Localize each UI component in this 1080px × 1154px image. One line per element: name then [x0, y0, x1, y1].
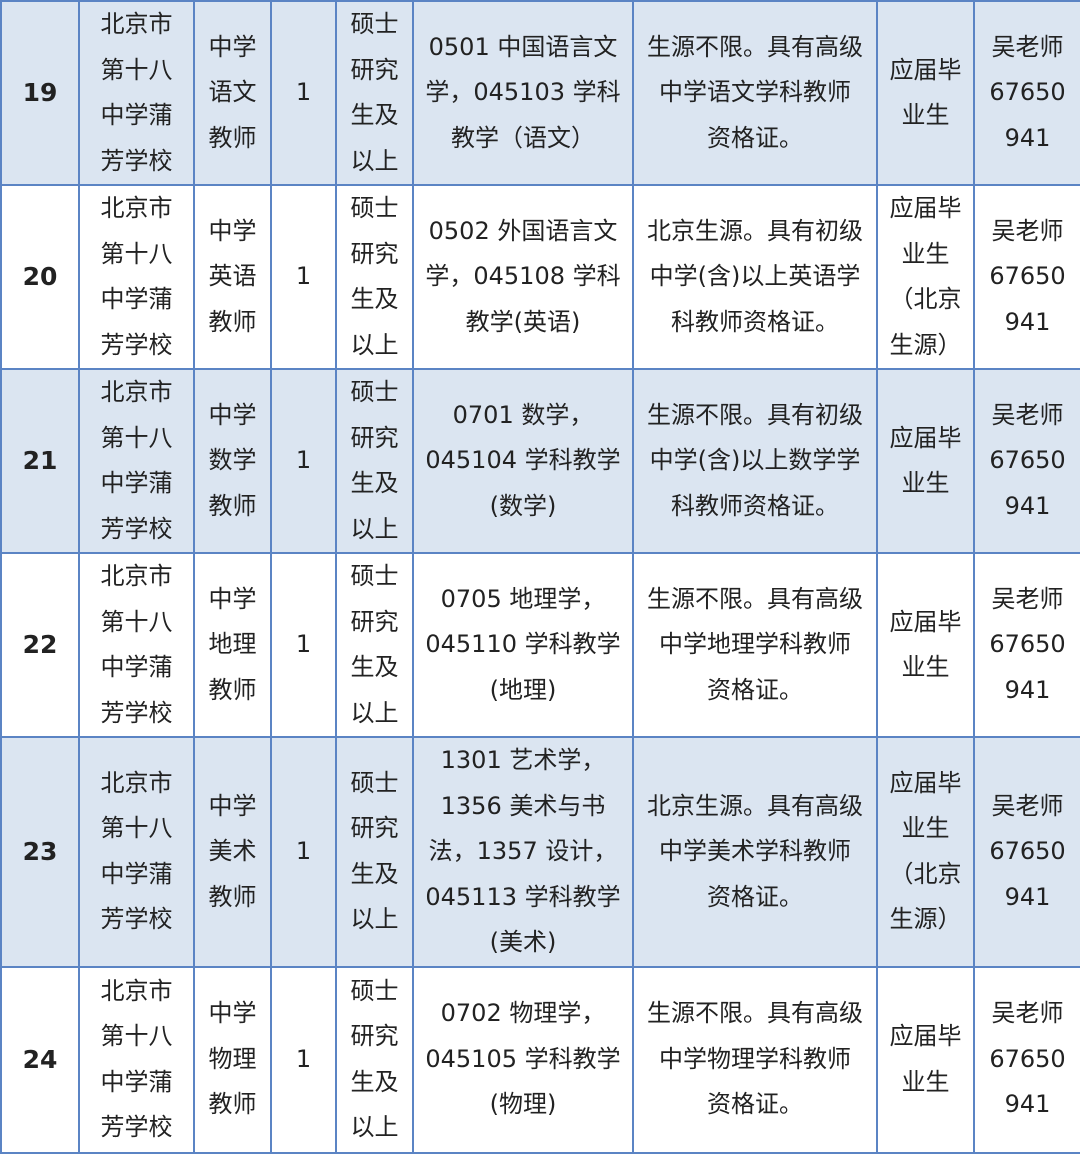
- cell-major: 0501 中国语言文 学，045103 学科 教学（语文）: [412, 0, 634, 186]
- cell-requirement: 生源不限。具有高级 中学物理学科教师 资格证。: [632, 965, 878, 1154]
- cell-requirement: 北京生源。具有初级 中学(含)以上英语学 科教师资格证。: [632, 184, 878, 370]
- cell-count: 1: [270, 184, 337, 370]
- cell-school: 北京市 第十八 中学蒲 芳学校: [78, 0, 195, 186]
- cell-contact: 吴老师 67650 941: [973, 0, 1080, 186]
- cell-major: 0502 外国语言文 学，045108 学科 教学(英语): [412, 184, 634, 370]
- cell-position: 中学 语文 教师: [193, 0, 272, 186]
- cell-count: 1: [270, 736, 337, 968]
- cell-requirement: 北京生源。具有高级 中学美术学科教师 资格证。: [632, 736, 878, 968]
- cell-requirement: 生源不限。具有高级 中学地理学科教师 资格证。: [632, 552, 878, 738]
- cell-contact: 吴老师 67650 941: [973, 368, 1080, 554]
- cell-degree: 硕士 研究 生及 以上: [335, 552, 414, 738]
- cell-school: 北京市 第十八 中学蒲 芳学校: [78, 965, 195, 1154]
- cell-count: 1: [270, 965, 337, 1154]
- cell-position: 中学 物理 教师: [193, 965, 272, 1154]
- cell-count: 1: [270, 368, 337, 554]
- table-row: 24 北京市 第十八 中学蒲 芳学校 中学 物理 教师 1 硕士 研究 生及 以上 070…: [0, 965, 1080, 1154]
- cell-graduate: 应届毕 业生 （北京 生源）: [876, 736, 975, 968]
- cell-degree: 硕士 研究 生及 以上: [335, 368, 414, 554]
- cell-contact: 吴老师 67650 941: [973, 965, 1080, 1154]
- cell-contact: 吴老师 67650 941: [973, 552, 1080, 738]
- cell-school: 北京市 第十八 中学蒲 芳学校: [78, 368, 195, 554]
- table-row: 22 北京市 第十八 中学蒲 芳学校 中学 地理 教师 1 硕士 研究 生及 以上 070…: [0, 552, 1080, 738]
- cell-no: 23: [0, 736, 80, 968]
- cell-school: 北京市 第十八 中学蒲 芳学校: [78, 736, 195, 968]
- cell-requirement: 生源不限。具有高级 中学语文学科教师 资格证。: [632, 0, 878, 186]
- cell-requirement: 生源不限。具有初级 中学(含)以上数学学 科教师资格证。: [632, 368, 878, 554]
- cell-major: 0701 数学， 045104 学科教学 (数学): [412, 368, 634, 554]
- cell-degree: 硕士 研究 生及 以上: [335, 0, 414, 186]
- table-row: 20 北京市 第十八 中学蒲 芳学校 中学 英语 教师 1 硕士 研究 生及 以上 050…: [0, 184, 1080, 370]
- cell-graduate: 应届毕 业生: [876, 965, 975, 1154]
- cell-count: 1: [270, 0, 337, 186]
- cell-degree: 硕士 研究 生及 以上: [335, 184, 414, 370]
- cell-no: 20: [0, 184, 80, 370]
- cell-contact: 吴老师 67650 941: [973, 184, 1080, 370]
- cell-major: 0702 物理学， 045105 学科教学 (物理): [412, 965, 634, 1154]
- cell-degree: 硕士 研究 生及 以上: [335, 736, 414, 968]
- cell-position: 中学 数学 教师: [193, 368, 272, 554]
- cell-graduate: 应届毕 业生: [876, 0, 975, 186]
- cell-contact: 吴老师 67650 941: [973, 736, 1080, 968]
- cell-graduate: 应届毕 业生: [876, 368, 975, 554]
- cell-major: 0705 地理学， 045110 学科教学 (地理): [412, 552, 634, 738]
- cell-school: 北京市 第十八 中学蒲 芳学校: [78, 184, 195, 370]
- cell-no: 24: [0, 965, 80, 1154]
- cell-position: 中学 地理 教师: [193, 552, 272, 738]
- cell-graduate: 应届毕 业生: [876, 552, 975, 738]
- cell-graduate: 应届毕 业生 （北京 生源）: [876, 184, 975, 370]
- cell-no: 19: [0, 0, 80, 186]
- cell-position: 中学 美术 教师: [193, 736, 272, 968]
- table-row: 21 北京市 第十八 中学蒲 芳学校 中学 数学 教师 1 硕士 研究 生及 以上 070…: [0, 368, 1080, 554]
- cell-degree: 硕士 研究 生及 以上: [335, 965, 414, 1154]
- cell-no: 21: [0, 368, 80, 554]
- cell-position: 中学 英语 教师: [193, 184, 272, 370]
- cell-major: 1301 艺术学， 1356 美术与书 法，1357 设计， 045113 学科…: [412, 736, 634, 968]
- cell-no: 22: [0, 552, 80, 738]
- cell-school: 北京市 第十八 中学蒲 芳学校: [78, 552, 195, 738]
- cell-count: 1: [270, 552, 337, 738]
- table-row: 23 北京市 第十八 中学蒲 芳学校 中学 美术 教师 1 硕士 研究 生及 以上 130…: [0, 736, 1080, 968]
- table-row: 19 北京市 第十八 中学蒲 芳学校 中学 语文 教师 1 硕士 研究 生及 以上 050…: [0, 0, 1080, 186]
